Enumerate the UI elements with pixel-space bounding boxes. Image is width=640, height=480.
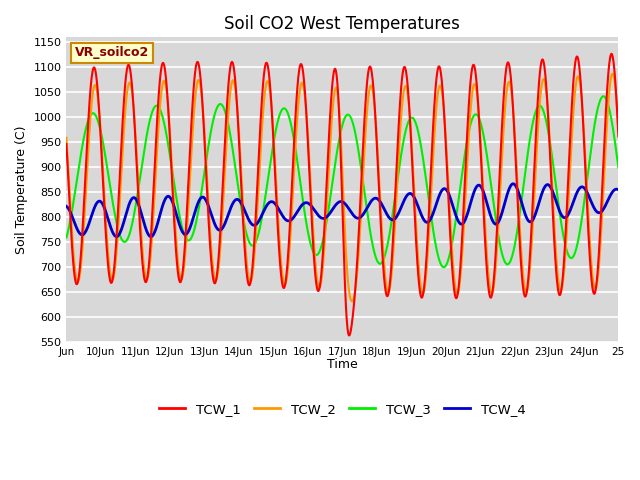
X-axis label: Time: Time: [327, 359, 358, 372]
Text: VR_soilco2: VR_soilco2: [75, 47, 149, 60]
Y-axis label: Soil Temperature (C): Soil Temperature (C): [15, 125, 28, 254]
Title: Soil CO2 West Temperatures: Soil CO2 West Temperatures: [225, 15, 460, 33]
Legend: TCW_1, TCW_2, TCW_3, TCW_4: TCW_1, TCW_2, TCW_3, TCW_4: [154, 397, 531, 421]
